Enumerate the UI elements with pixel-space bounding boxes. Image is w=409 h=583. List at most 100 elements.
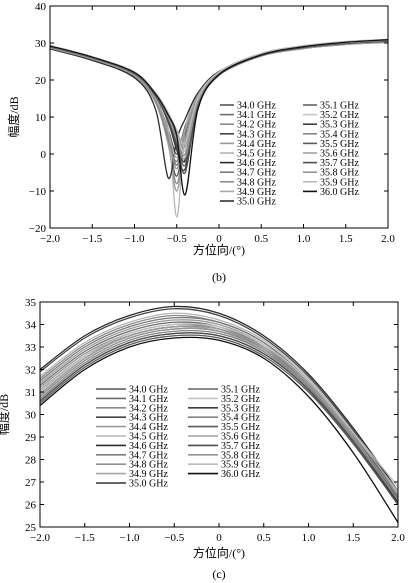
y-tick-label-3: 10 — [35, 112, 47, 124]
y-tick-label-5: 30 — [25, 410, 37, 422]
x-tick-label-3: −0.5 — [167, 233, 187, 245]
y-tick-label-4: 29 — [25, 432, 37, 444]
x-tick-label-4: 0 — [216, 233, 222, 245]
y-tick-label-6: 40 — [35, 1, 47, 13]
legend-label-4: 34.4 GHz — [129, 422, 168, 433]
panel-caption: (c) — [212, 567, 225, 581]
legend-label-15: 35.5 GHz — [221, 422, 260, 433]
y-tick-label-6: 31 — [25, 387, 36, 399]
series-line-2 — [39, 314, 399, 499]
x-tick-label-0: −2.0 — [30, 532, 50, 544]
legend-label-9: 34.9 GHz — [237, 187, 276, 198]
legend-label-2: 34.2 GHz — [129, 403, 168, 414]
y-tick-label-5: 30 — [35, 38, 47, 50]
x-tick-label-8: 2.0 — [381, 233, 395, 245]
legend-label-11: 35.1 GHz — [221, 385, 260, 396]
legend-label-14: 35.4 GHz — [221, 413, 260, 424]
y-tick-label-9: 34 — [25, 320, 37, 332]
legend-label-3: 34.3 GHz — [237, 129, 276, 140]
legend-label-5: 34.5 GHz — [129, 432, 168, 443]
legend-label-14: 35.4 GHz — [320, 129, 359, 140]
legend-label-10: 35.0 GHz — [237, 197, 276, 208]
legend-label-20: 36.0 GHz — [221, 469, 260, 480]
series-line-6 — [39, 305, 399, 492]
legend-label-16: 35.6 GHz — [221, 432, 260, 443]
legend-label-1: 34.1 GHz — [129, 394, 168, 405]
series-lines — [49, 38, 389, 218]
x-tick-label-3: −0.5 — [164, 532, 184, 544]
legend-label-2: 34.2 GHz — [237, 120, 276, 131]
y-tick-label-7: 32 — [25, 365, 36, 377]
legend-label-8: 34.8 GHz — [237, 177, 276, 188]
x-axis-label: 方位向/(°) — [193, 242, 245, 257]
legend-label-4: 34.4 GHz — [237, 139, 276, 150]
panel-caption: (b) — [212, 270, 226, 284]
series-lines — [39, 305, 399, 523]
y-tick-label-4: 20 — [35, 75, 47, 87]
y-tick-label-3: 28 — [25, 455, 37, 467]
y-tick-label-1: 26 — [25, 500, 37, 512]
x-tick-label-0: −2.0 — [40, 233, 60, 245]
legend-label-3: 34.3 GHz — [129, 413, 168, 424]
series-line-3 — [39, 308, 399, 494]
legend-label-17: 35.7 GHz — [320, 158, 359, 169]
x-axis-label: 方位向/(°) — [193, 545, 245, 560]
series-line-20 — [49, 39, 389, 196]
y-axis-label: 幅度/dB — [6, 96, 21, 137]
legend-label-18: 35.8 GHz — [320, 168, 359, 179]
legend-label-19: 35.9 GHz — [221, 460, 260, 471]
series-line-16 — [39, 325, 399, 492]
series-line-11 — [39, 327, 399, 499]
legend-label-7: 34.7 GHz — [129, 450, 168, 461]
legend-label-12: 35.2 GHz — [221, 394, 260, 405]
legend-label-19: 35.9 GHz — [320, 177, 359, 188]
x-tick-label-6: 1.0 — [297, 233, 311, 245]
x-tick-label-5: 0.5 — [257, 532, 271, 544]
x-tick-label-1: −1.5 — [75, 532, 95, 544]
series-line-19 — [39, 323, 399, 487]
legend-label-6: 34.6 GHz — [237, 158, 276, 169]
y-tick-label-0: −20 — [29, 223, 47, 235]
x-tick-label-2: −1.0 — [125, 233, 145, 245]
x-tick-label-7: 1.5 — [339, 233, 353, 245]
y-tick-label-0: 25 — [25, 522, 37, 534]
y-tick-label-1: −10 — [29, 186, 47, 198]
legend-label-13: 35.3 GHz — [221, 403, 260, 414]
series-line-15 — [39, 334, 399, 505]
legend-label-11: 35.1 GHz — [320, 101, 359, 112]
series-line-4 — [49, 41, 389, 192]
y-tick-label-8: 33 — [25, 342, 37, 354]
x-tick-label-1: −1.5 — [82, 233, 102, 245]
series-line-10 — [39, 332, 399, 503]
x-tick-label-8: 2.0 — [391, 532, 405, 544]
x-tick-label-7: 1.5 — [346, 532, 360, 544]
legend-label-15: 35.5 GHz — [320, 139, 359, 150]
x-tick-label-6: 1.0 — [302, 532, 316, 544]
legend-label-1: 34.1 GHz — [237, 110, 276, 121]
x-tick-label-5: 0.5 — [254, 233, 268, 245]
legend-label-13: 35.3 GHz — [320, 120, 359, 131]
y-tick-label-2: 0 — [41, 149, 47, 161]
legend-label-10: 35.0 GHz — [129, 479, 168, 490]
y-axis-label: 幅度/dB — [0, 394, 11, 435]
legend-label-8: 34.8 GHz — [129, 460, 168, 471]
series-line-17 — [39, 332, 399, 505]
legend-label-17: 35.7 GHz — [221, 441, 260, 452]
legend-label-9: 34.9 GHz — [129, 469, 168, 480]
legend-label-5: 34.5 GHz — [237, 149, 276, 160]
y-tick-label-10: 35 — [25, 297, 37, 309]
y-tick-label-2: 27 — [25, 477, 37, 489]
series-line-20 — [39, 336, 399, 523]
series-line-14 — [39, 329, 399, 501]
series-line-18 — [39, 327, 399, 496]
legend-label-6: 34.6 GHz — [129, 441, 168, 452]
legend-label-0: 34.0 GHz — [237, 101, 276, 112]
legend-label-7: 34.7 GHz — [237, 168, 276, 179]
x-tick-label-4: 0 — [216, 532, 222, 544]
x-tick-label-2: −1.0 — [120, 532, 140, 544]
